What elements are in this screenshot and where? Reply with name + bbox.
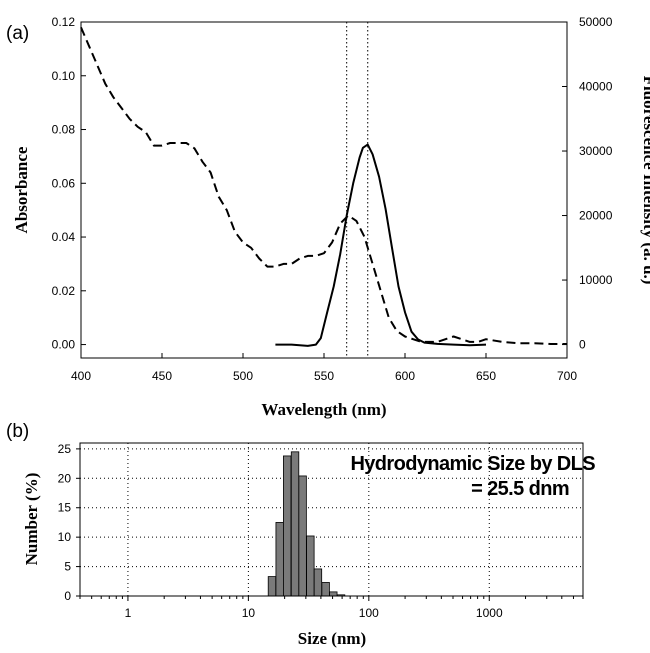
fluorescence-curve [275,143,487,347]
a-left-axis: 0.00 0.02 0.04 0.06 0.08 0.10 0.12 [52,15,86,352]
a-y2-axis-title: Fluorescence Intensity (a. u.) [640,76,650,285]
dls-annotation-line-1: Hydrodynamic Size by DLS [350,453,595,475]
a-right-tick-label: 50000 [579,15,613,29]
a-right-tick-label: 0 [579,338,586,352]
a-x-tick-label: 650 [476,369,496,383]
b-y-tick-label: 10 [58,530,72,544]
b-y-tick-label: 25 [58,442,72,456]
b-x-tick-label: 1000 [476,606,503,620]
a-reference-lines [346,22,369,358]
b-x-tick-label: 1 [125,606,132,620]
a-x-axis: 400 450 500 550 600 650 700 [71,353,577,383]
b-x-tick-label: 100 [359,606,379,620]
b-bars [267,451,346,597]
b-y-tick-label: 15 [58,501,72,515]
panel-a-label: (a) [6,23,29,44]
a-left-tick-label: 0.06 [52,176,76,190]
a-left-tick-label: 0.08 [52,123,76,137]
a-left-tick-label: 0.02 [52,284,76,298]
b-y-tick-label: 0 [64,589,71,603]
b-x-axis: 1 10 100 1000 [79,596,584,620]
dls-bar [267,576,277,597]
panel-b-label: (b) [6,421,29,442]
a-right-tick-label: 10000 [579,273,613,287]
a-x-tick-label: 500 [233,369,253,383]
dls-bar [275,522,284,597]
panel-a-frame [80,21,568,359]
a-left-tick-label: 0.04 [52,230,76,244]
a-x-axis-title: Wavelength (nm) [261,400,386,419]
panel-b-frame [79,442,584,597]
b-y-axis: 0 5 10 15 20 25 [58,442,80,603]
a-right-axis: 0 10000 20000 30000 40000 50000 [562,15,613,352]
panel-b-dls: (b) 0 5 10 15 20 25 1 10 100 1000 Hydrodynamic S… [6,421,596,648]
dls-bar [329,591,338,597]
a-right-tick-label: 20000 [579,209,613,223]
panel-a-absorbance-fluorescence: (a) 0.00 0.02 0.04 0.06 0.08 0.10 0.12 0 10000 2… [6,15,650,419]
b-grid [80,443,583,596]
dls-annotation-line-2: = 25.5 dnm [471,478,569,500]
b-y-axis-title: Number (%) [22,473,41,566]
a-left-tick-label: 0.10 [52,69,76,83]
a-y-axis-title: Absorbance [12,146,31,233]
a-x-tick-label: 400 [71,369,91,383]
b-y-tick-label: 5 [64,560,71,574]
b-x-tick-label: 10 [242,606,256,620]
dls-bar [306,535,315,597]
absorbance-curve [80,27,567,345]
dls-bar [313,568,323,597]
a-series [80,27,567,347]
a-right-tick-label: 40000 [579,80,613,94]
a-left-tick-label: 0.00 [52,338,76,352]
a-x-tick-label: 550 [314,369,334,383]
a-x-tick-label: 450 [152,369,172,383]
a-left-tick-label: 0.12 [52,15,76,29]
a-right-tick-label: 30000 [579,144,613,158]
b-y-tick-label: 20 [58,471,72,485]
dls-bar [298,475,307,597]
dls-bar [283,455,292,597]
b-x-axis-title: Size (nm) [298,629,366,648]
a-x-tick-label: 600 [395,369,415,383]
a-x-tick-label: 700 [557,369,577,383]
dls-bar [290,451,300,597]
dls-bar [321,582,330,597]
